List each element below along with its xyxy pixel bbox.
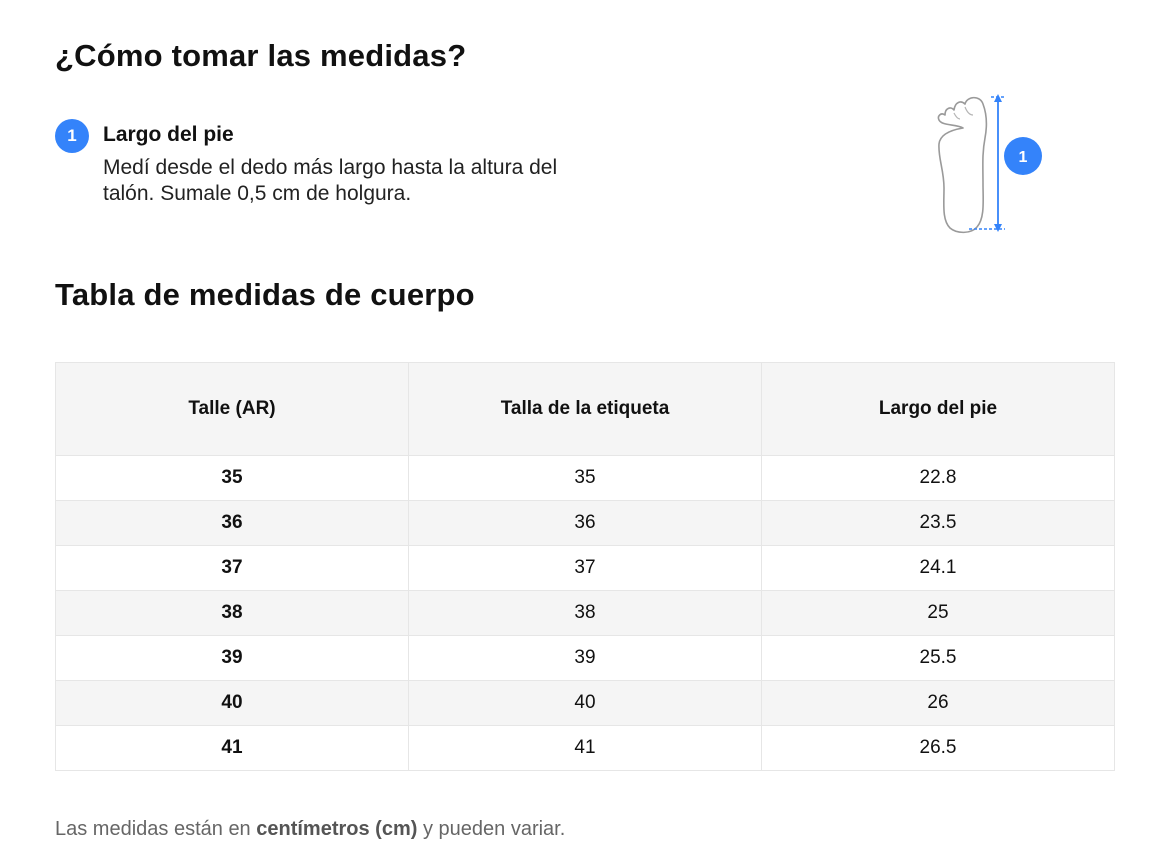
diagram-marker-number: 1 [1019,149,1028,166]
step-description: Medí desde el dedo más largo hasta la al… [103,156,558,205]
table-row: 41 41 26.5 [55,725,1115,771]
diagram-marker-badge [1004,137,1042,175]
step-number-badge: 1 [55,119,89,153]
step-title: Largo del pie [103,123,234,146]
cell-largo-pie: 26.5 [761,725,1115,771]
cell-largo-pie: 26 [761,680,1115,726]
cell-largo-pie: 23.5 [761,500,1115,546]
cell-talla-etiqueta: 36 [408,500,762,546]
step-number: 1 [67,126,77,145]
cell-talla-etiqueta: 40 [408,680,762,726]
cell-largo-pie: 25 [761,590,1115,636]
table-row: 37 37 24.1 [55,545,1115,591]
footnote-suffix: y pueden variar. [422,818,566,840]
cell-largo-pie: 24.1 [761,545,1115,591]
column-header-talle: Talle (AR) [55,362,409,456]
size-table: Talle (AR) Talla de la etiqueta Largo de… [55,362,1115,771]
cell-talle: 39 [55,635,409,681]
column-header-largo-pie: Largo del pie [761,362,1115,456]
units-footnote: Las medidas están en centímetros (cm) y … [55,818,565,841]
cell-talla-etiqueta: 37 [408,545,762,591]
how-to-measure-heading: ¿Cómo tomar las medidas? [55,38,467,73]
cell-talla-etiqueta: 39 [408,635,762,681]
cell-talla-etiqueta: 41 [408,725,762,771]
cell-largo-pie: 25.5 [761,635,1115,681]
cell-talle: 36 [55,500,409,546]
size-table-heading: Tabla de medidas de cuerpo [55,277,475,312]
foot-outline-icon: 1 [937,94,1042,234]
cell-talla-etiqueta: 35 [408,455,762,501]
cell-talle: 40 [55,680,409,726]
footnote-unit: centímetros (cm) [256,818,418,840]
cell-largo-pie: 22.8 [761,455,1115,501]
cell-talle: 38 [55,590,409,636]
table-row: 38 38 25 [55,590,1115,636]
cell-talla-etiqueta: 38 [408,590,762,636]
cell-talle: 37 [55,545,409,591]
table-row: 39 39 25.5 [55,635,1115,681]
table-row: 36 36 23.5 [55,500,1115,546]
footnote-prefix: Las medidas están en [55,818,251,840]
column-header-talla-etiqueta: Talla de la etiqueta [408,362,762,456]
cell-talle: 35 [55,455,409,501]
table-row: 40 40 26 [55,680,1115,726]
table-row: 35 35 22.8 [55,455,1115,501]
cell-talle: 41 [55,725,409,771]
table-header-row: Talle (AR) Talla de la etiqueta Largo de… [55,362,1115,456]
